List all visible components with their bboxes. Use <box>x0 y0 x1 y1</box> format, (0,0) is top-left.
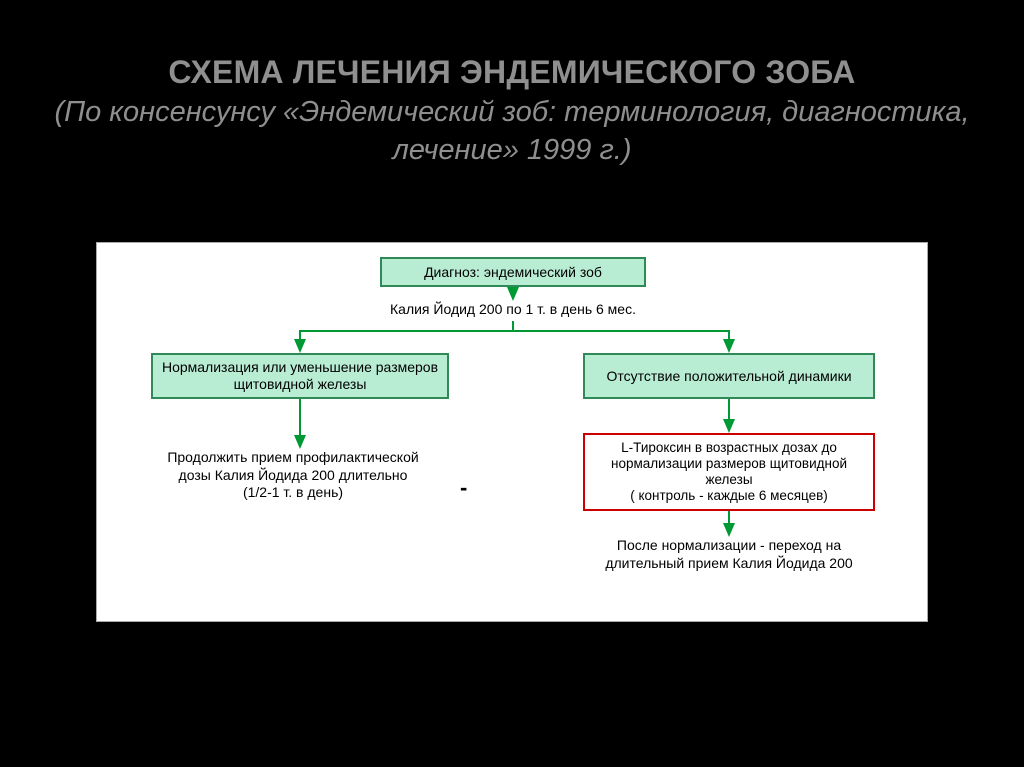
flowchart-node-diag: Диагноз: эндемический зоб <box>380 257 646 287</box>
flowchart-node-ltirox: L-Тироксин в возрастных дозах до нормали… <box>583 433 875 511</box>
flowchart-node-after: После нормализации - переход на длительн… <box>587 537 871 572</box>
flowchart-node-absent: Отсутствие положительной динамики <box>583 353 875 399</box>
dash-mark: - <box>460 475 467 501</box>
title-block: СХЕМА ЛЕЧЕНИЯ ЭНДЕМИЧЕСКОГО ЗОБА (По кон… <box>50 52 974 169</box>
flowchart-edge-step1-normal <box>300 321 513 351</box>
title-main: СХЕМА ЛЕЧЕНИЯ ЭНДЕМИЧЕСКОГО ЗОБА <box>50 52 974 92</box>
flowchart-node-step1: Калия Йодид 200 по 1 т. в день 6 мес. <box>353 301 673 319</box>
slide: СХЕМА ЛЕЧЕНИЯ ЭНДЕМИЧЕСКОГО ЗОБА (По кон… <box>0 0 1024 767</box>
flowchart-node-normal: Нормализация или уменьшение размеров щит… <box>151 353 449 399</box>
flowchart-panel: Диагноз: эндемический зоб Калия Йодид 200… <box>96 242 928 622</box>
flowchart-node-continue: Продолжить прием профилактической дозы К… <box>151 449 435 502</box>
flowchart-edge-step1-absent <box>513 321 729 351</box>
title-subtitle: (По консенсунсу «Эндемический зоб: терми… <box>50 94 974 169</box>
